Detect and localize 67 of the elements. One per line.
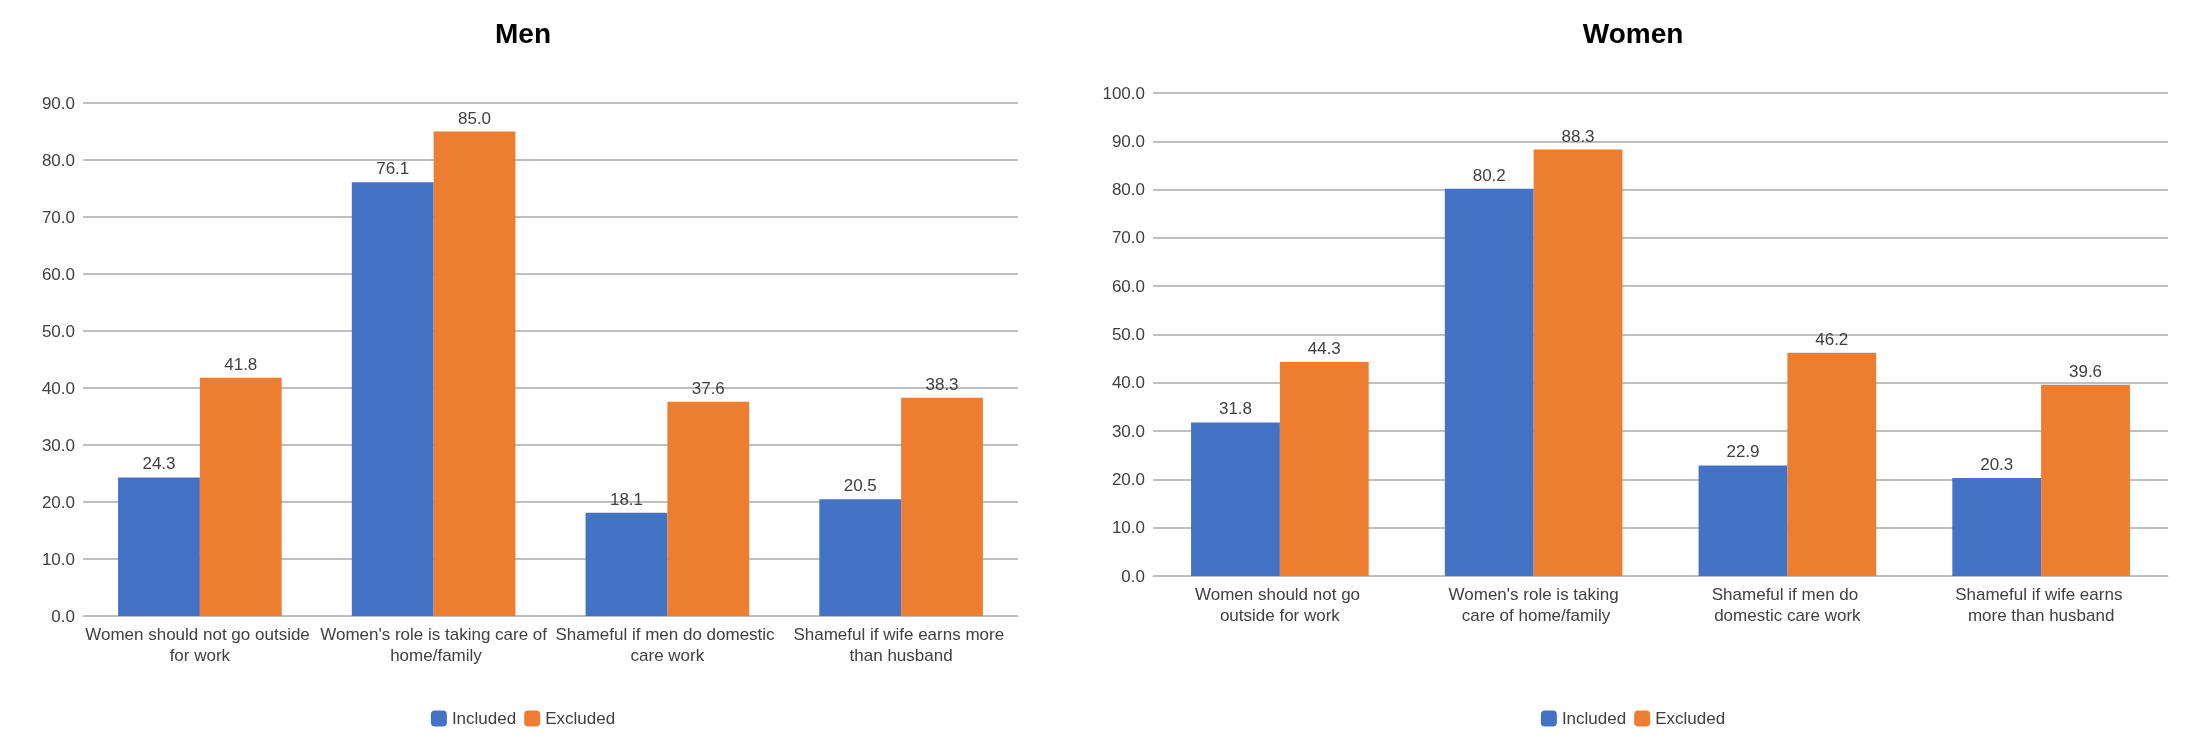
data-label: 39.6 — [2068, 361, 2103, 381]
bar — [1444, 188, 1534, 576]
chart-title: Men — [495, 17, 551, 49]
bar — [819, 499, 902, 616]
chart-title: Women — [1582, 17, 1684, 49]
x-tick-label: Shameful if wife earns more than husband — [1955, 585, 2128, 625]
bar — [1952, 477, 2042, 576]
data-label: 24.3 — [142, 454, 176, 474]
x-tick-label: Shameful if men do domestic care work — [555, 625, 780, 665]
y-tick-label: 10.0 — [41, 549, 75, 569]
y-tick-label: 30.0 — [1111, 421, 1145, 441]
bar — [585, 512, 668, 616]
x-tick-label: Shameful if wife earns more than husband — [793, 625, 1009, 665]
data-label: 76.1 — [376, 159, 410, 179]
y-tick-label: 40.0 — [1111, 373, 1145, 393]
data-label: 37.6 — [691, 378, 725, 398]
data-label: 38.3 — [925, 374, 959, 394]
bar — [433, 131, 516, 616]
y-tick-label: 90.0 — [1111, 131, 1145, 151]
data-label: 88.3 — [1561, 126, 1595, 146]
legend-label: Included — [451, 709, 517, 728]
data-label: 31.8 — [1218, 399, 1253, 419]
bar — [1787, 352, 1877, 576]
bar — [1279, 362, 1369, 576]
x-tick-label: Shameful if men do domestic care work — [1711, 585, 1863, 625]
y-tick-label: 70.0 — [41, 207, 75, 227]
data-label: 18.1 — [609, 489, 644, 509]
y-tick-label: 50.0 — [1111, 325, 1145, 344]
bar — [1191, 422, 1280, 576]
y-tick-label: 20.0 — [41, 492, 75, 512]
x-tick-label: Women's role is taking care of home/family — [1448, 585, 1619, 625]
y-tick-label: 0.0 — [51, 606, 75, 626]
data-label: 44.3 — [1307, 339, 1341, 359]
y-tick-label: 80.0 — [41, 150, 75, 170]
bar — [118, 477, 200, 616]
data-label: 20.3 — [1980, 454, 2014, 474]
bar — [1533, 149, 1623, 576]
data-label: 46.2 — [1815, 329, 1849, 349]
x-tick-label: Women's role is taking care of home/family — [320, 625, 548, 665]
y-tick-label: 100.0 — [1102, 83, 1145, 103]
data-label: 85.0 — [457, 108, 492, 128]
x-tick-label: Women should not go outside for work — [1194, 585, 1365, 625]
y-tick-label: 90.0 — [41, 93, 75, 113]
legend-label: Excluded — [545, 709, 616, 728]
bar — [351, 182, 434, 616]
bar — [199, 377, 282, 616]
y-tick-label: 50.0 — [41, 321, 75, 341]
y-tick-label: 30.0 — [41, 435, 75, 455]
bar — [1698, 465, 1788, 576]
y-tick-label: 80.0 — [1111, 180, 1145, 200]
y-tick-label: 40.0 — [41, 378, 75, 398]
y-tick-label: 20.0 — [1111, 469, 1145, 489]
y-tick-label: 60.0 — [41, 264, 75, 284]
y-tick-label: 60.0 — [1111, 276, 1145, 296]
data-label: 20.5 — [843, 476, 877, 496]
data-label: 41.8 — [224, 354, 258, 374]
bar — [667, 401, 750, 616]
data-label: 22.9 — [1726, 442, 1760, 462]
legend-label: Included — [1561, 709, 1627, 728]
x-tick-label: Women should not go outside for work — [85, 625, 315, 665]
legend-label: Excluded — [1655, 709, 1726, 728]
y-tick-label: 10.0 — [1111, 518, 1145, 538]
y-tick-label: 70.0 — [1111, 228, 1145, 248]
data-label: 80.2 — [1472, 165, 1506, 185]
y-tick-label: 0.0 — [1121, 566, 1145, 586]
bar — [2041, 384, 2130, 576]
bar — [901, 397, 983, 616]
